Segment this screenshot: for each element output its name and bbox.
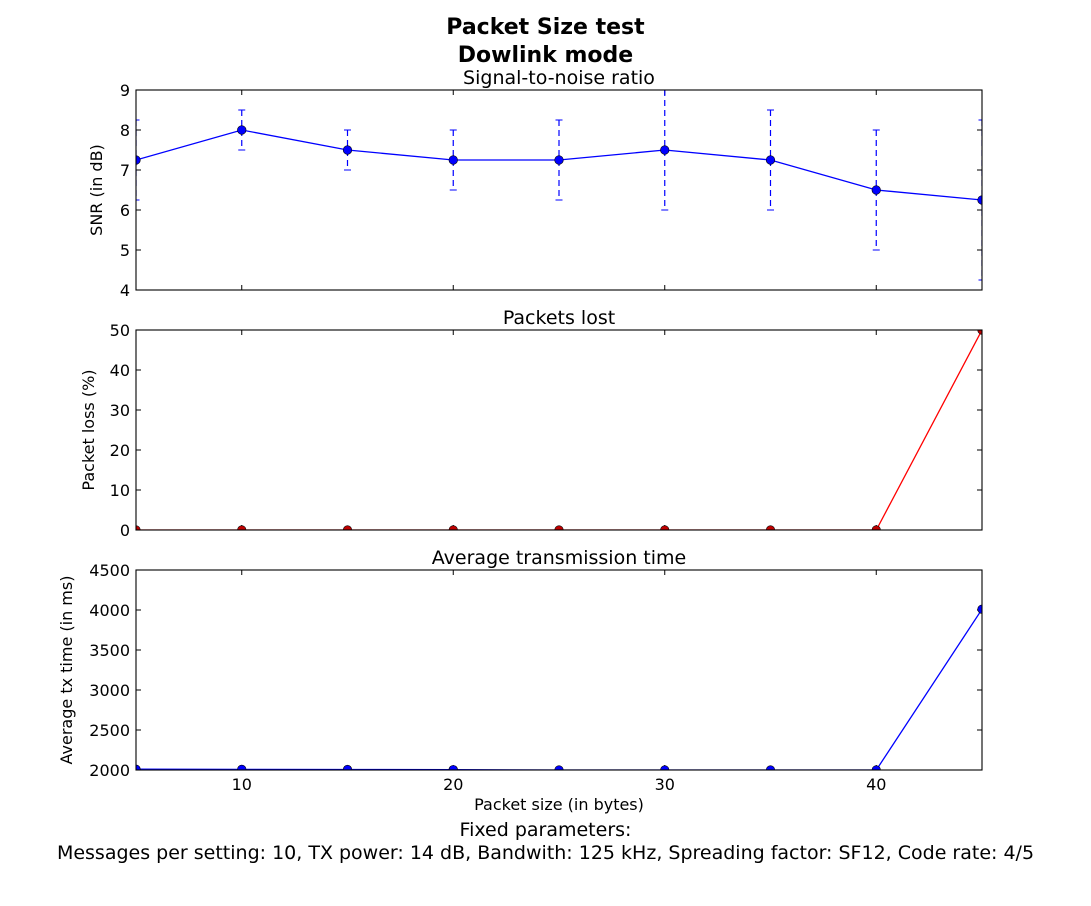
y-tick-label: 3500: [89, 641, 130, 660]
data-point: [448, 155, 458, 165]
y-tick-label: 4: [120, 281, 130, 300]
y-tick-label: 2000: [89, 761, 130, 780]
x-tick-label: 30: [655, 775, 675, 794]
x-tick-label: 10: [232, 775, 252, 794]
chart-panel-1: Signal-to-noise ratio 4 5 6 7 8 9 SNR (in dB): [87, 67, 983, 300]
chart-title: Packets lost: [503, 307, 615, 329]
data-point: [660, 525, 670, 530]
figure-title-line1: Packet Size test: [446, 15, 645, 40]
data-point: [237, 125, 247, 135]
y-tick-label: 3000: [89, 681, 130, 700]
data-point: [237, 764, 247, 770]
y-tick-label: 9: [120, 81, 130, 100]
y-axis-label: SNR (in dB): [87, 144, 106, 236]
data-point: [554, 765, 564, 770]
data-point: [765, 765, 776, 770]
data-point: [554, 155, 564, 165]
data-point: [136, 764, 141, 770]
y-tick-label: 8: [120, 121, 130, 140]
chart-panel-2: Packets lost 0 10 20 30 40 50 Packet loss (%): [79, 307, 983, 540]
data-point: [871, 185, 881, 195]
fixed-parameters-heading: Fixed parameters:: [459, 819, 632, 841]
x-tick-label: 40: [866, 775, 886, 794]
data-point: [237, 525, 247, 530]
plot-data: [136, 604, 982, 770]
y-axis-label: Average tx time (in ms): [57, 576, 76, 765]
plot-frame: [135, 569, 983, 771]
y-axis-label: Packet loss (%): [79, 369, 98, 490]
series-line: [136, 608, 982, 770]
y-tick-label: 40: [110, 361, 130, 380]
plot-data: [136, 330, 982, 530]
data-point: [660, 145, 670, 155]
y-tick-label: 4000: [89, 601, 130, 620]
data-point: [136, 155, 141, 165]
data-point: [136, 525, 141, 530]
chart-title: Signal-to-noise ratio: [463, 67, 655, 89]
chart-title: Average transmission time: [432, 547, 686, 569]
y-tick-label: 4500: [89, 561, 130, 580]
data-point: [871, 525, 881, 530]
y-tick-label: 10: [110, 481, 130, 500]
data-point: [554, 525, 564, 530]
data-point: [660, 765, 670, 770]
fixed-parameters-details: Messages per setting: 10, TX power: 14 d…: [56, 842, 1035, 864]
plot-data: [136, 90, 982, 281]
y-tick-label: 7: [120, 161, 130, 180]
data-point: [765, 525, 776, 530]
y-tick-label: 50: [110, 321, 130, 340]
y-tick-label: 20: [110, 441, 130, 460]
data-point: [977, 604, 982, 614]
plot-frame: [135, 89, 983, 291]
y-tick-label: 0: [120, 521, 130, 540]
y-tick-label: 6: [120, 201, 130, 220]
data-point: [871, 765, 881, 770]
x-axis-label: Packet size (in bytes): [474, 795, 644, 814]
plot-frame: [135, 329, 983, 531]
y-tick-label: 2500: [89, 721, 130, 740]
series-line: [136, 330, 982, 530]
x-tick-label: 20: [443, 775, 463, 794]
data-point: [765, 155, 776, 165]
y-tick-label: 30: [110, 401, 130, 420]
y-tick-label: 5: [120, 241, 130, 260]
data-point: [342, 525, 353, 530]
figure-title-line2: Dowlink mode: [457, 43, 634, 68]
chart-panel-3: Average transmission time 2000 2500 3000 350…: [57, 547, 983, 814]
data-point: [977, 195, 982, 205]
data-point: [448, 525, 458, 530]
data-point: [342, 145, 353, 155]
